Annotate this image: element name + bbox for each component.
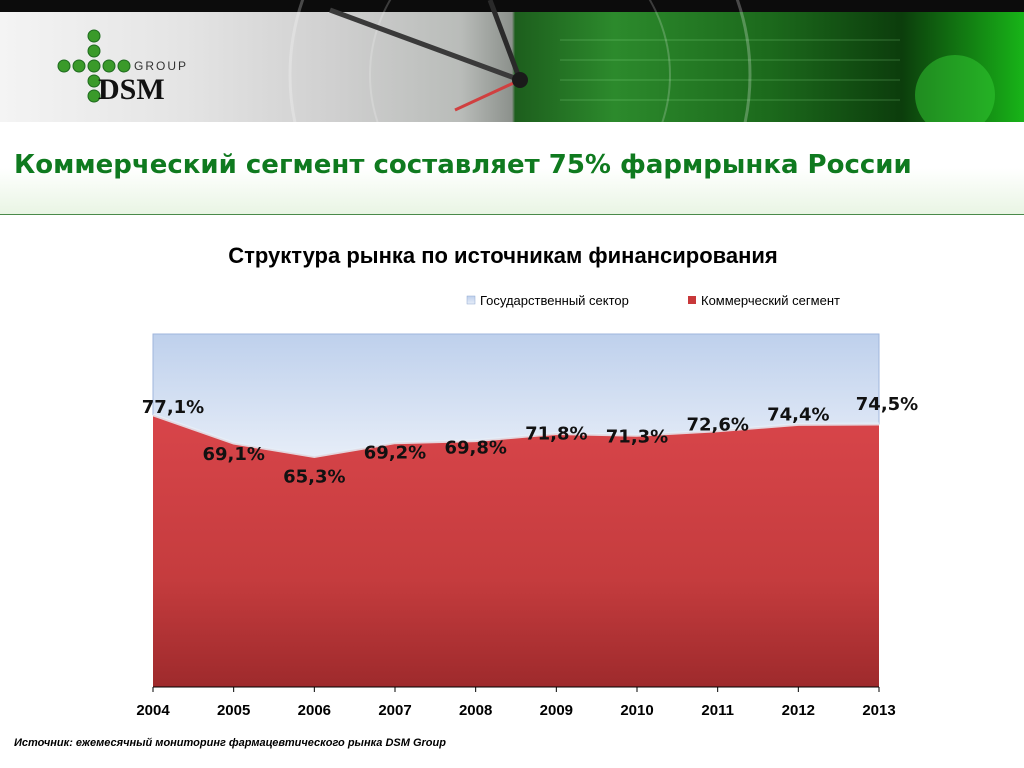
x-tick-label: 2006 — [298, 702, 331, 719]
legend-label-commercial: Коммерческий сегмент — [701, 293, 840, 308]
data-label: 77,1% — [142, 397, 204, 418]
legend-label-government: Государственный сектор — [480, 293, 629, 308]
legend-swatch-government — [466, 295, 476, 305]
chart-legend: Государственный сектор Коммерческий сегм… — [466, 293, 840, 308]
x-tick-label: 2012 — [782, 702, 815, 719]
data-label: 69,8% — [444, 438, 506, 459]
dsm-group-logo: GROUP DSM — [57, 29, 188, 106]
data-label: 74,4% — [767, 404, 829, 425]
page-title: Коммерческий сегмент составляет 75% фарм… — [14, 150, 912, 180]
title-bar — [0, 122, 1024, 215]
logo-brand-text: DSM — [98, 73, 165, 106]
x-tick-label: 2011 — [701, 702, 734, 719]
data-label: 65,3% — [283, 466, 345, 487]
plot-area: 2004 2005 2006 2007 2008 2009 2010 2011 2012 2013… — [136, 333, 918, 719]
banner-top-strip — [0, 0, 1024, 12]
market-structure-chart: Структура рынка по источникам финансиров… — [136, 243, 918, 719]
data-label: 69,1% — [202, 444, 264, 465]
series-boundary-line — [152, 413, 880, 459]
data-label: 69,2% — [364, 443, 426, 464]
x-tick-label: 2007 — [378, 702, 411, 719]
x-tick-label: 2013 — [862, 702, 895, 719]
x-tick-label: 2005 — [217, 702, 250, 719]
header-banner: GROUP DSM — [0, 0, 1024, 122]
data-label: 74,5% — [856, 394, 918, 415]
x-tick-label: 2004 — [136, 702, 170, 719]
logo-group-text: GROUP — [134, 59, 188, 73]
x-tick-label: 2008 — [459, 702, 492, 719]
x-tick-label: 2010 — [620, 702, 653, 719]
source-note: Источник: ежемесячный мониторинг фармаце… — [14, 737, 446, 749]
data-label: 72,6% — [686, 415, 748, 436]
data-label: 71,3% — [606, 426, 668, 447]
chart-title: Структура рынка по источникам финансиров… — [228, 243, 778, 268]
legend-swatch-commercial — [688, 296, 696, 304]
x-tick-label: 2009 — [540, 702, 573, 719]
clock-decoration — [288, 0, 995, 122]
area-series-commercial — [153, 414, 879, 687]
data-label: 71,8% — [525, 424, 587, 445]
